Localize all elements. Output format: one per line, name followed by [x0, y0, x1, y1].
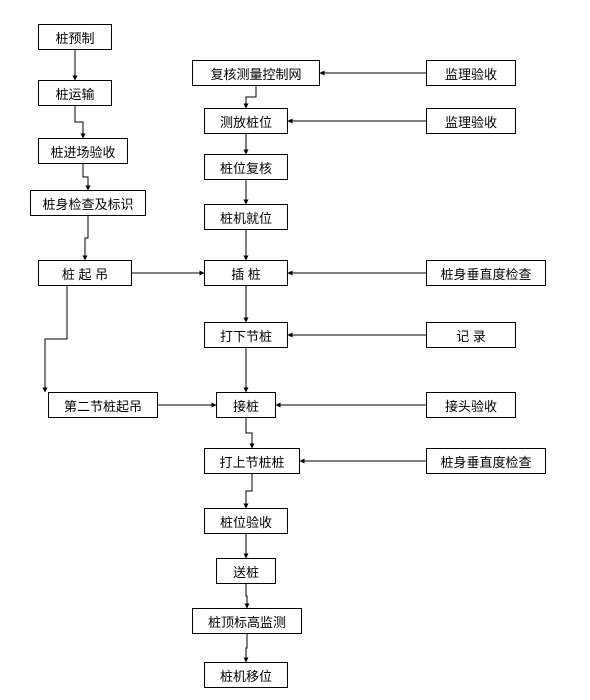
- node-label: 测放桩位: [220, 112, 272, 131]
- node-n_move: 桩机移位: [204, 662, 288, 688]
- node-n_machine: 桩机就位: [204, 204, 288, 230]
- node-label: 记 录: [456, 326, 486, 345]
- node-n_inspect: 桩身检查及标识: [30, 190, 146, 216]
- node-n_sup2: 监理验收: [426, 108, 516, 134]
- node-n_vert2: 桩身垂直度检查: [426, 448, 546, 474]
- node-n_insert: 插 桩: [204, 260, 288, 286]
- edge-n_join-to-n_upper: [246, 418, 252, 448]
- node-label: 第二节桩起吊: [64, 396, 142, 415]
- edge-n_send-to-n_topmon: [246, 584, 247, 608]
- node-label: 打下节桩: [220, 326, 272, 345]
- node-label: 桩位复核: [220, 158, 272, 177]
- node-n_recheck: 桩位复核: [204, 154, 288, 180]
- edge-n_survey-to-n_setpos: [246, 86, 256, 108]
- node-n_arrive: 桩进场验收: [38, 138, 128, 164]
- node-n_join: 接桩: [216, 392, 276, 418]
- node-n_lift: 桩 起 吊: [38, 260, 132, 286]
- flowchart-canvas: 桩预制桩运输桩进场验收桩身检查及标识桩 起 吊第二节桩起吊 复核测量控制网测放桩位…: [0, 0, 590, 700]
- node-n_vert1: 桩身垂直度检查: [426, 260, 546, 286]
- node-label: 接桩: [233, 396, 259, 415]
- node-label: 桩身垂直度检查: [440, 264, 531, 283]
- node-label: 插 桩: [231, 264, 261, 283]
- node-n_jointacc: 接头验收: [426, 392, 516, 418]
- node-n_send: 送桩: [216, 558, 276, 584]
- node-n_topmon: 桩顶标高监测: [192, 608, 302, 634]
- node-label: 桩预制: [55, 28, 94, 47]
- node-label: 接头验收: [445, 396, 497, 415]
- node-label: 桩机移位: [220, 666, 272, 685]
- node-n_upper: 打上节桩桩: [204, 448, 300, 474]
- node-label: 桩身垂直度检查: [440, 452, 531, 471]
- edge-n_arrive-to-n_inspect: [83, 164, 88, 190]
- node-n_prefab: 桩预制: [38, 24, 112, 50]
- node-n_sup1: 监理验收: [426, 60, 516, 86]
- node-label: 复核测量控制网: [210, 64, 301, 83]
- node-label: 桩身检查及标识: [42, 194, 133, 213]
- node-n_trans: 桩运输: [38, 80, 112, 106]
- edge-n_upper-to-n_posacc: [246, 474, 252, 508]
- node-n_second: 第二节桩起吊: [48, 392, 158, 418]
- edge-n_lift-to-n_second: [45, 286, 67, 392]
- node-n_record: 记 录: [426, 322, 516, 348]
- edge-n_topmon-to-n_move: [246, 634, 247, 662]
- node-label: 桩 起 吊: [62, 264, 108, 283]
- node-label: 桩机就位: [220, 208, 272, 227]
- edge-n_trans-to-n_arrive: [75, 106, 83, 138]
- node-label: 桩顶标高监测: [208, 612, 286, 631]
- node-n_survey: 复核测量控制网: [192, 60, 320, 86]
- node-n_setpos: 测放桩位: [204, 108, 288, 134]
- node-label: 桩运输: [55, 84, 94, 103]
- node-n_posacc: 桩位验收: [204, 508, 288, 534]
- node-label: 监理验收: [445, 64, 497, 83]
- node-label: 监理验收: [445, 112, 497, 131]
- node-label: 送桩: [233, 562, 259, 581]
- node-label: 桩位验收: [220, 512, 272, 531]
- node-label: 打上节桩桩: [219, 452, 284, 471]
- edge-n_inspect-to-n_lift: [85, 216, 88, 260]
- node-n_lower: 打下节桩: [204, 322, 288, 348]
- node-label: 桩进场验收: [50, 142, 115, 161]
